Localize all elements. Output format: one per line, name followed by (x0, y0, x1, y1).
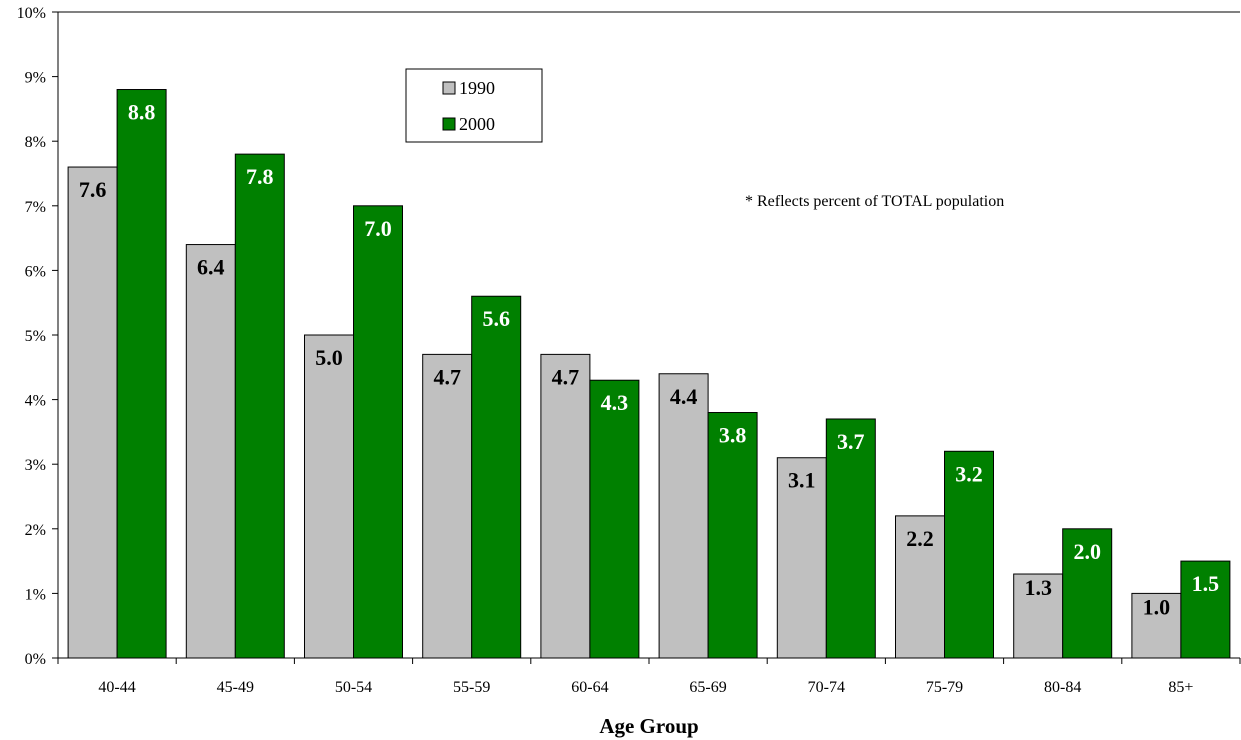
bar-label-2000-80-84: 2.0 (1073, 539, 1101, 564)
bar-2000-85+ (1180, 560, 1231, 659)
x-tick-label: 75-79 (926, 679, 963, 696)
bar-label-2000-85+: 1.5 (1192, 571, 1220, 596)
bar-2000-75-79 (944, 450, 994, 659)
bar-label-2000-70-74: 3.7 (837, 429, 865, 454)
bar-2000-45-49 (234, 153, 285, 659)
bar-labels: 7.6 8.8 6.4 7.8 5.0 7.0 4.7 5.6 4.7 4.3 4.4 3.8 3.1 3… (79, 100, 1219, 620)
bar-label-1990-40-44: 7.6 (79, 177, 107, 202)
bar-1990-45-49 (185, 244, 236, 659)
x-axis-label: Age Group (599, 714, 698, 738)
y-tick-label: 7% (25, 199, 46, 216)
x-tick-label: 55-59 (453, 679, 490, 696)
bar-label-2000-40-44: 8.8 (128, 100, 156, 125)
bar-1990-55-59 (422, 353, 473, 659)
bar-2000-80-84 (1062, 528, 1113, 659)
bar-1990-65-69 (658, 373, 709, 659)
bar-label-2000-60-64: 4.3 (601, 390, 629, 415)
bar-2000-50-54 (353, 205, 403, 659)
legend-box (405, 68, 543, 143)
bar-label-2000-45-49: 7.8 (246, 164, 274, 189)
x-tick-label: 85+ (1168, 679, 1193, 696)
bar-1990-40-44 (67, 166, 118, 659)
y-tick-label: 8% (25, 134, 46, 151)
y-tick-label: 10% (17, 5, 46, 22)
y-tick-label: 1% (25, 586, 46, 603)
y-tick-label: 6% (25, 263, 46, 280)
bar-label-2000-50-54: 7.0 (364, 216, 392, 241)
bar-label-1990-50-54: 5.0 (315, 345, 343, 370)
x-tick-label: 50-54 (335, 679, 372, 696)
bar-label-1990-85+: 1.0 (1143, 594, 1171, 619)
x-tick-label: 65-69 (689, 679, 726, 696)
annotation-note: * Reflects percent of TOTAL population (745, 193, 1004, 210)
bar-label-2000-55-59: 5.6 (482, 306, 510, 331)
bar-label-1990-55-59: 4.7 (433, 364, 461, 389)
bar-label-1990-45-49: 6.4 (197, 255, 225, 280)
bar-2000-60-64 (589, 379, 640, 659)
bar-label-1990-75-79: 2.2 (906, 526, 934, 551)
bar-1990-80-84 (1013, 573, 1064, 659)
y-tick-label: 5% (25, 328, 46, 345)
bar-label-1990-70-74: 3.1 (788, 468, 816, 493)
bar-label-2000-75-79: 3.2 (955, 461, 983, 486)
y-tick-label: 9% (25, 70, 46, 87)
bar-1990-60-64 (540, 353, 591, 659)
bar-1990-85+ (1131, 592, 1182, 659)
x-tick-label: 70-74 (808, 679, 845, 696)
bar-label-1990-80-84: 1.3 (1024, 575, 1052, 600)
x-tick-label: 80-84 (1044, 679, 1081, 696)
y-tick-label: 0% (25, 651, 46, 668)
legend-swatch-1990 (442, 81, 456, 95)
y-tick-label: 2% (25, 522, 46, 539)
bar-label-1990-60-64: 4.7 (552, 364, 580, 389)
bar-label-2000-65-69: 3.8 (719, 423, 747, 448)
x-tick-label: 40-44 (98, 679, 135, 696)
y-tick-label: 3% (25, 457, 46, 474)
legend-label-2000: 2000 (459, 114, 495, 134)
bar-label-1990-65-69: 4.4 (670, 384, 698, 409)
x-tick-label: 60-64 (571, 679, 608, 696)
bar-2000-40-44 (116, 89, 167, 659)
bar-2000-55-59 (471, 295, 522, 659)
y-tick-label: 4% (25, 393, 46, 410)
bar-2000-70-74 (825, 418, 876, 659)
x-tick-label: 45-49 (217, 679, 254, 696)
legend-swatch-2000 (442, 117, 456, 131)
bars (67, 89, 1231, 659)
y-axis: 0% 1% 2% 3% 4% 5% 6% 7% 8% 9% 10% (17, 5, 1240, 668)
legend: 1990 2000 (405, 68, 543, 143)
x-axis: 40-44 45-49 50-54 55-59 60-64 65-69 70-74 75-79… (57, 657, 1241, 696)
bar-1990-75-79 (895, 515, 945, 659)
bar-2000-65-69 (707, 412, 758, 659)
legend-label-1990: 1990 (459, 78, 495, 98)
bar-1990-50-54 (304, 334, 354, 659)
